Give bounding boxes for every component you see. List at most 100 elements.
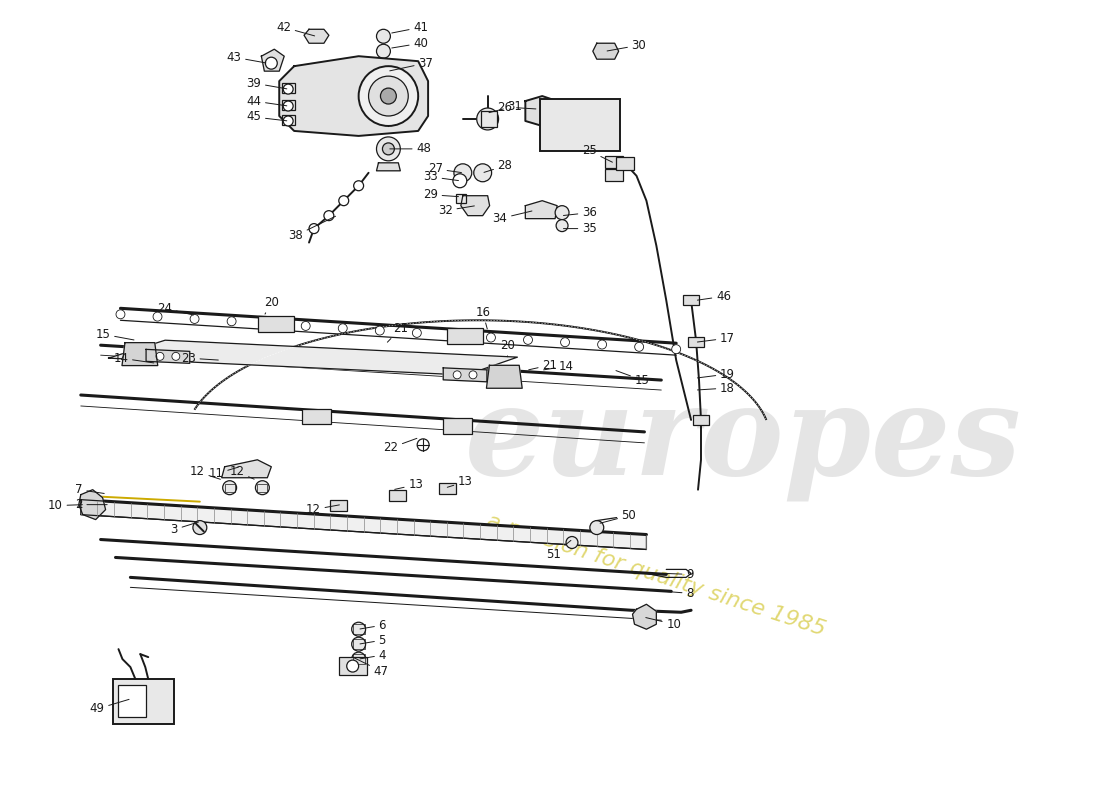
Text: 12: 12 — [230, 466, 254, 479]
Bar — [683, 295, 698, 306]
Text: 19: 19 — [697, 367, 735, 381]
Text: 26: 26 — [497, 101, 536, 114]
Text: 31: 31 — [490, 99, 522, 113]
Polygon shape — [304, 30, 329, 43]
Text: 9: 9 — [666, 568, 694, 581]
Bar — [448, 328, 483, 344]
Circle shape — [556, 206, 569, 220]
Text: 18: 18 — [697, 382, 735, 394]
Circle shape — [346, 660, 359, 672]
Bar — [339, 657, 366, 675]
Bar — [301, 409, 331, 425]
Text: 24: 24 — [157, 302, 194, 315]
Bar — [540, 99, 619, 151]
Polygon shape — [262, 50, 284, 71]
Text: 10: 10 — [48, 499, 82, 512]
Text: 21: 21 — [529, 358, 558, 372]
Circle shape — [265, 57, 277, 69]
Circle shape — [283, 116, 293, 126]
Text: 14: 14 — [543, 360, 574, 373]
Circle shape — [557, 220, 568, 231]
Circle shape — [339, 196, 349, 206]
Circle shape — [153, 312, 162, 321]
Text: 40: 40 — [392, 37, 428, 50]
Circle shape — [453, 371, 461, 379]
Text: 14: 14 — [113, 352, 154, 365]
Polygon shape — [376, 163, 400, 170]
Circle shape — [116, 310, 125, 318]
Circle shape — [359, 66, 418, 126]
Text: 20: 20 — [264, 296, 278, 314]
Bar — [353, 639, 364, 649]
Bar — [353, 624, 364, 634]
Text: 2: 2 — [75, 498, 107, 511]
Text: europes: europes — [465, 379, 1022, 501]
Circle shape — [352, 622, 365, 636]
Circle shape — [156, 352, 164, 360]
Polygon shape — [146, 350, 189, 363]
Text: 37: 37 — [389, 57, 433, 71]
Circle shape — [635, 342, 643, 351]
Bar — [616, 157, 634, 170]
Circle shape — [352, 637, 365, 651]
Circle shape — [474, 164, 492, 182]
Circle shape — [453, 174, 466, 188]
Circle shape — [255, 481, 270, 494]
Circle shape — [352, 652, 365, 666]
Circle shape — [417, 439, 429, 451]
Circle shape — [590, 521, 604, 534]
Polygon shape — [222, 460, 272, 478]
Polygon shape — [486, 366, 522, 388]
Bar — [605, 156, 623, 168]
Circle shape — [323, 210, 333, 221]
Bar — [283, 83, 295, 93]
Text: 44: 44 — [246, 94, 287, 107]
Bar — [605, 169, 623, 181]
Circle shape — [283, 84, 293, 94]
Circle shape — [222, 481, 236, 494]
Circle shape — [264, 319, 273, 328]
Text: 25: 25 — [582, 144, 613, 162]
Circle shape — [381, 88, 396, 104]
Circle shape — [486, 333, 495, 342]
Text: 16: 16 — [475, 306, 491, 329]
Bar — [481, 111, 496, 127]
Circle shape — [339, 324, 348, 333]
Text: 8: 8 — [666, 587, 693, 600]
Text: 15: 15 — [616, 370, 649, 386]
Circle shape — [227, 317, 236, 326]
Text: 20: 20 — [500, 338, 515, 357]
Text: a passion for quality since 1985: a passion for quality since 1985 — [484, 511, 828, 640]
Text: 23: 23 — [182, 352, 218, 365]
Bar — [258, 316, 294, 332]
Circle shape — [561, 338, 570, 346]
Polygon shape — [279, 56, 428, 136]
Circle shape — [375, 326, 384, 335]
Text: 32: 32 — [438, 204, 474, 217]
Polygon shape — [80, 500, 647, 550]
Polygon shape — [632, 604, 657, 630]
Bar — [689, 338, 704, 347]
Circle shape — [283, 101, 293, 111]
Text: 27: 27 — [428, 162, 462, 175]
Bar — [112, 679, 174, 724]
Text: 50: 50 — [601, 509, 637, 523]
Circle shape — [192, 521, 207, 534]
Text: 17: 17 — [697, 332, 735, 345]
Text: 5: 5 — [360, 634, 386, 646]
Circle shape — [376, 137, 400, 161]
Bar — [224, 484, 234, 492]
Text: 33: 33 — [424, 170, 459, 183]
Circle shape — [450, 330, 459, 340]
Text: 11: 11 — [209, 467, 239, 480]
Text: 6: 6 — [360, 618, 386, 632]
Text: 10: 10 — [646, 618, 681, 630]
Text: 47: 47 — [354, 658, 388, 678]
Polygon shape — [122, 342, 157, 366]
Text: 12: 12 — [190, 466, 220, 479]
Text: 22: 22 — [383, 438, 417, 454]
Circle shape — [469, 371, 477, 379]
Circle shape — [597, 340, 606, 349]
Text: 28: 28 — [484, 159, 513, 172]
Polygon shape — [593, 43, 618, 59]
